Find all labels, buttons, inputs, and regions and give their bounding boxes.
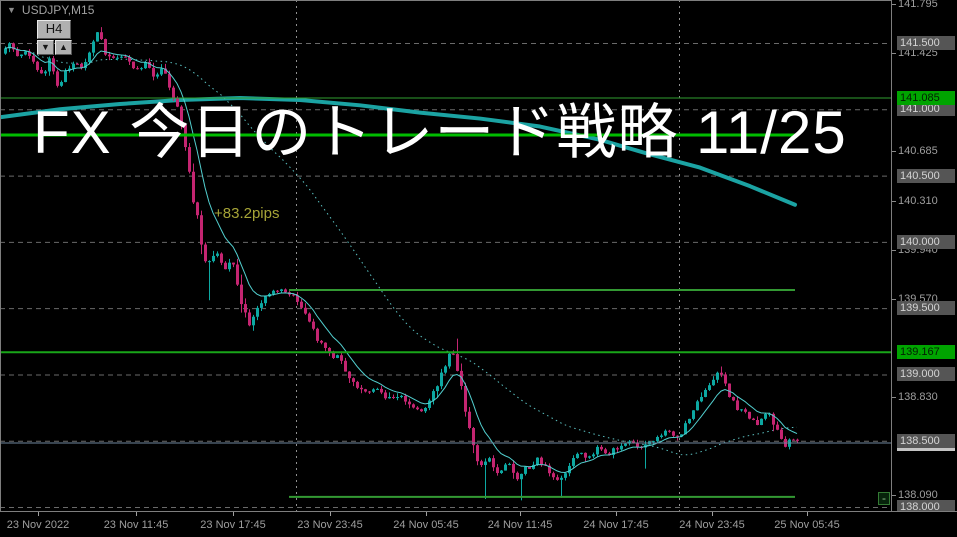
chart-shift-minus-box[interactable]: - bbox=[878, 492, 890, 505]
pips-annotation: +83.2pips bbox=[214, 205, 280, 222]
time-axis-label: 25 Nov 05:45 bbox=[774, 519, 840, 531]
timeframe-h4-button[interactable]: H4 bbox=[37, 20, 71, 39]
price-axis[interactable]: 141.795 141.425 140.685 140.310 139.940 139.5… bbox=[892, 0, 957, 514]
time-axis-tick bbox=[520, 512, 521, 516]
price-axis-label: 138.500 bbox=[897, 433, 955, 448]
price-axis-label: 138.830 bbox=[898, 390, 938, 403]
price-axis-label: 139.000 bbox=[897, 367, 955, 382]
price-axis-tick bbox=[892, 200, 896, 202]
price-axis-label: 140.500 bbox=[897, 168, 955, 183]
time-axis-label: 24 Nov 17:45 bbox=[583, 519, 649, 531]
price-axis-label: 138.090 bbox=[898, 489, 938, 502]
time-axis-tick bbox=[330, 512, 331, 516]
symbol-text: USDJPY,M15 bbox=[21, 3, 95, 17]
time-axis-label: 23 Nov 2022 bbox=[6, 519, 70, 531]
time-axis-label: 23 Nov 17:45 bbox=[200, 519, 266, 531]
price-axis-label: 139.167 bbox=[897, 345, 955, 360]
price-axis-label: 138.000 bbox=[897, 500, 955, 514]
time-axis-label: 23 Nov 23:45 bbox=[297, 519, 363, 531]
candlestick-chart[interactable] bbox=[0, 0, 891, 511]
price-axis-label: 141.500 bbox=[897, 36, 955, 50]
price-axis-tick bbox=[892, 396, 896, 398]
time-axis-tick bbox=[712, 512, 713, 516]
price-axis-tick bbox=[892, 298, 896, 300]
price-axis-label: 140.310 bbox=[898, 194, 938, 207]
time-axis-tick bbox=[426, 512, 427, 516]
arrow-down-button[interactable]: ▼ bbox=[37, 40, 54, 55]
time-axis-label: 24 Nov 05:45 bbox=[393, 519, 459, 531]
time-axis[interactable]: 23 Nov 2022 23 Nov 11:45 23 Nov 17:45 23 No… bbox=[0, 511, 957, 537]
price-axis-tick bbox=[892, 52, 896, 54]
time-axis-tick bbox=[233, 512, 234, 516]
price-axis-label: 141.795 bbox=[898, 0, 938, 10]
arrow-up-button[interactable]: ▲ bbox=[55, 40, 72, 55]
chevron-down-icon[interactable]: ▼ bbox=[7, 5, 16, 15]
price-axis-label: 141.085 bbox=[897, 91, 955, 106]
time-axis-label: 24 Nov 23:45 bbox=[679, 519, 745, 531]
price-axis-label: 140.685 bbox=[898, 145, 938, 158]
price-axis-label: 139.500 bbox=[897, 301, 955, 316]
time-axis-tick bbox=[616, 512, 617, 516]
current-price-marker bbox=[897, 446, 955, 451]
time-axis-tick bbox=[807, 512, 808, 516]
price-axis-tick bbox=[892, 151, 896, 153]
chart-border-left bbox=[0, 0, 1, 511]
time-axis-tick bbox=[136, 512, 137, 516]
price-axis-tick bbox=[892, 249, 896, 251]
price-axis-divider bbox=[891, 0, 892, 512]
chart-border-top bbox=[0, 0, 957, 1]
price-axis-tick bbox=[892, 3, 896, 5]
price-axis-label: 140.000 bbox=[897, 234, 955, 249]
price-axis-tick bbox=[892, 495, 896, 497]
time-axis-label: 23 Nov 11:45 bbox=[103, 519, 169, 531]
time-axis-label: 24 Nov 11:45 bbox=[487, 519, 553, 531]
symbol-label: ▼ USDJPY,M15 bbox=[7, 3, 94, 17]
title-overlay: FX 今日のトレード戦略 11/25 bbox=[33, 99, 847, 166]
time-axis-tick bbox=[38, 512, 39, 516]
price-axis-label: 141.000 bbox=[897, 102, 955, 117]
